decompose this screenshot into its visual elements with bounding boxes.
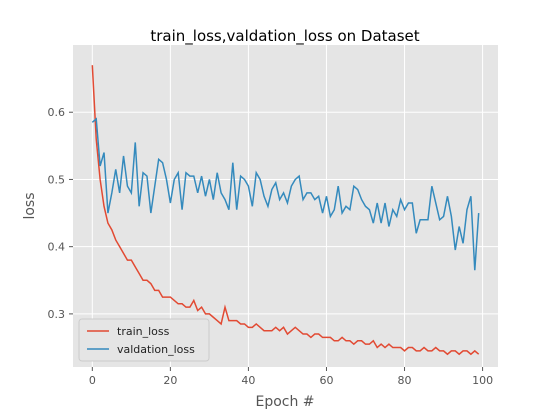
legend: train_loss valdation_loss (78, 318, 210, 362)
line-series (91, 117, 480, 271)
y-tick-label: 0.5 (48, 173, 66, 186)
y-tick-label: 0.3 (48, 308, 66, 321)
chart-title: train_loss,valdation_loss on Dataset (150, 27, 419, 46)
x-tick-label: 60 (319, 374, 333, 387)
x-tick-label: 40 (241, 374, 255, 387)
legend-label: valdation_loss (117, 343, 195, 356)
y-tick-label: 0.6 (48, 106, 66, 119)
x-tick-label: 20 (163, 374, 177, 387)
x-axis-label: Epoch # (255, 394, 314, 410)
x-tick-label: 80 (398, 374, 412, 387)
y-axis-label: loss (22, 192, 38, 219)
x-tick-label: 100 (472, 374, 493, 387)
legend-label: train_loss (117, 325, 170, 338)
line-series (91, 65, 480, 356)
x-tick-label: 0 (89, 374, 96, 387)
plot-area (73, 45, 498, 367)
legend-box (78, 318, 210, 362)
y-tick-label: 0.4 (48, 241, 66, 254)
